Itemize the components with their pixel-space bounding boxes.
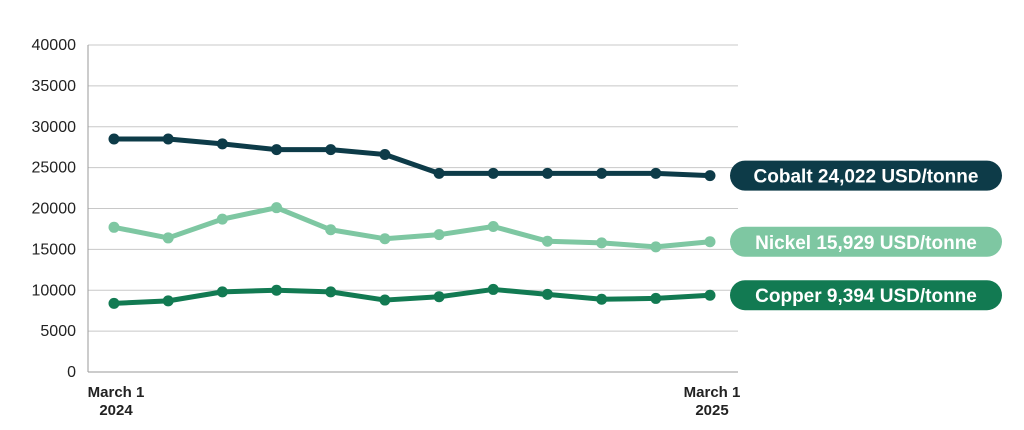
nickel-point — [271, 202, 283, 214]
nickel-point — [650, 241, 662, 253]
nickel-point — [108, 221, 120, 233]
copper-point — [704, 289, 716, 301]
nickel-point — [704, 236, 716, 248]
copper-point — [650, 292, 662, 304]
cobalt-point — [271, 144, 283, 156]
cobalt-label-text: Cobalt 24,022 USD/tonne — [754, 167, 979, 188]
y-tick-label: 25000 — [32, 160, 77, 177]
copper-label-text: Copper 9,394 USD/tonne — [755, 286, 977, 307]
cobalt-point — [541, 167, 553, 179]
x-tick-label: March 1 — [88, 384, 145, 401]
x-tick-label: 2025 — [695, 402, 728, 419]
y-tick-label: 30000 — [32, 119, 77, 136]
nickel-label-background — [730, 226, 1002, 257]
nickel-line — [111, 205, 713, 250]
y-tick-label: 35000 — [32, 78, 77, 95]
cobalt-point — [325, 144, 337, 156]
copper-point — [325, 286, 337, 298]
cobalt-point — [108, 133, 120, 145]
copper-point — [541, 288, 553, 300]
nickel-point — [216, 213, 228, 225]
y-tick-label: 40000 — [32, 37, 77, 54]
copper-point — [596, 293, 608, 305]
x-tick-label: March 1 — [684, 384, 741, 401]
copper-point — [487, 283, 499, 295]
nickel-point — [487, 220, 499, 232]
nickel-point — [162, 232, 174, 244]
copper-point — [271, 284, 283, 296]
nickel-point — [596, 237, 608, 249]
nickel-label-pill: Nickel 15,929 USD/tonne — [730, 226, 1002, 257]
series-lines — [108, 133, 716, 309]
cobalt-point — [162, 133, 174, 145]
cobalt-point — [216, 138, 228, 150]
cobalt-line — [111, 136, 713, 179]
y-tick-label: 5000 — [40, 323, 76, 340]
nickel-point — [379, 233, 391, 245]
nickel-point — [433, 229, 445, 241]
copper-label-background — [730, 280, 1002, 311]
nickel-label-text: Nickel 15,929 USD/tonne — [755, 233, 977, 254]
cobalt-point — [487, 167, 499, 179]
y-axis-ticks: 0 5000 10000 15000 20000 25000 30000 35000 40000 — [32, 37, 77, 381]
cobalt-point — [704, 170, 716, 182]
cobalt-point — [433, 167, 445, 179]
copper-point — [216, 286, 228, 298]
cobalt-point — [379, 149, 391, 161]
copper-line — [111, 286, 713, 306]
nickel-point — [541, 235, 553, 247]
copper-point — [162, 295, 174, 307]
y-tick-label: 0 — [67, 364, 76, 381]
copper-point — [379, 294, 391, 306]
cobalt-point — [650, 167, 662, 179]
series-labels: Cobalt 24,022 USD/tonne Nickel 15,929 USD… — [730, 160, 1002, 311]
copper-point — [108, 297, 120, 309]
cobalt-point — [596, 167, 608, 179]
y-tick-label: 15000 — [32, 241, 77, 258]
copper-label-pill: Copper 9,394 USD/tonne — [730, 280, 1002, 311]
cobalt-label-background — [730, 160, 1002, 191]
gridlines — [87, 44, 738, 373]
cobalt-label-pill: Cobalt 24,022 USD/tonne — [730, 160, 1002, 191]
y-tick-label: 10000 — [32, 282, 77, 299]
copper-point — [433, 291, 445, 303]
y-tick-label: 20000 — [32, 201, 77, 218]
x-tick-label: 2024 — [99, 402, 133, 419]
nickel-point — [325, 224, 337, 236]
